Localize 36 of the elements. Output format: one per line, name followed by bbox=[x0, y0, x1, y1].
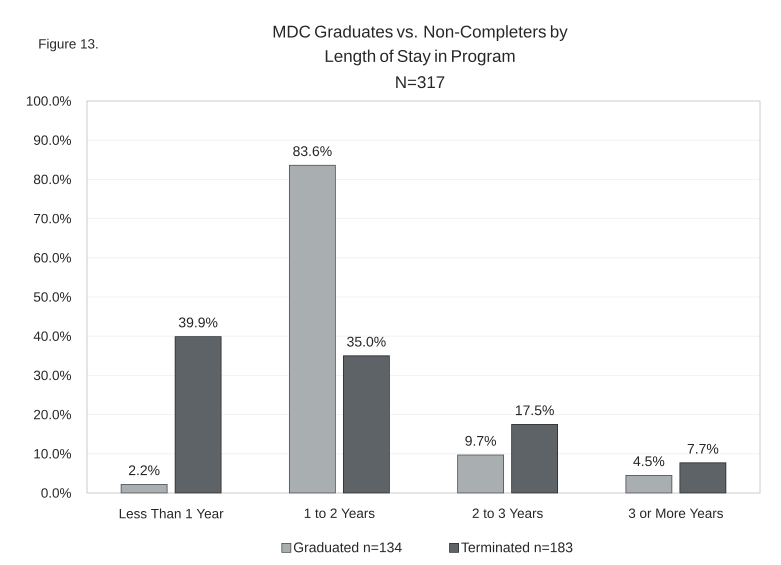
bar bbox=[457, 454, 504, 494]
caption: Figure 13. bbox=[39, 38, 98, 52]
y-tick-label: 0.0% bbox=[41, 488, 72, 498]
data-label: 83.6% bbox=[293, 146, 332, 156]
data-label: 35.0% bbox=[347, 336, 386, 347]
bar bbox=[174, 336, 222, 494]
y-tick-label: 100.0% bbox=[26, 96, 71, 106]
bar bbox=[342, 355, 390, 494]
bar bbox=[511, 424, 558, 494]
y-tick-label: 80.0% bbox=[34, 174, 71, 184]
bar bbox=[625, 474, 672, 494]
chart-subtitle: N=317 bbox=[396, 76, 444, 88]
x-tick-label: Less Than 1 Year bbox=[120, 508, 224, 518]
legend-label: Terminated n=183 bbox=[461, 542, 572, 552]
bar bbox=[120, 484, 168, 494]
x-tick-label: 2 to 3 Years bbox=[472, 508, 543, 518]
y-tick-label: 20.0% bbox=[34, 410, 71, 420]
bar bbox=[288, 164, 336, 494]
y-tick-label: 60.0% bbox=[34, 253, 71, 263]
data-label: 7.7% bbox=[688, 444, 718, 454]
data-label: 4.5% bbox=[633, 456, 664, 466]
y-tick-label: 70.0% bbox=[34, 214, 71, 224]
x-tick-label: 1 to 2 Years bbox=[304, 508, 375, 518]
data-label: 39.9% bbox=[178, 318, 218, 328]
data-label: 9.7% bbox=[465, 436, 496, 446]
legend-label: Graduated n=134 bbox=[294, 542, 402, 552]
bar bbox=[679, 462, 726, 494]
data-label: 17.5% bbox=[516, 405, 554, 416]
y-tick-label: 90.0% bbox=[34, 135, 71, 145]
y-tick-label: 30.0% bbox=[34, 370, 71, 380]
y-tick-label: 10.0% bbox=[34, 449, 71, 459]
data-label: 2.2% bbox=[128, 465, 160, 476]
y-tick-label: 40.0% bbox=[34, 331, 71, 341]
x-tick-label: 3 or More Years bbox=[628, 508, 723, 518]
chart-title: MDC Graduates vs. Non-Completers by Length of Stay in Program bbox=[274, 25, 568, 66]
y-tick-label: 50.0% bbox=[34, 292, 71, 302]
